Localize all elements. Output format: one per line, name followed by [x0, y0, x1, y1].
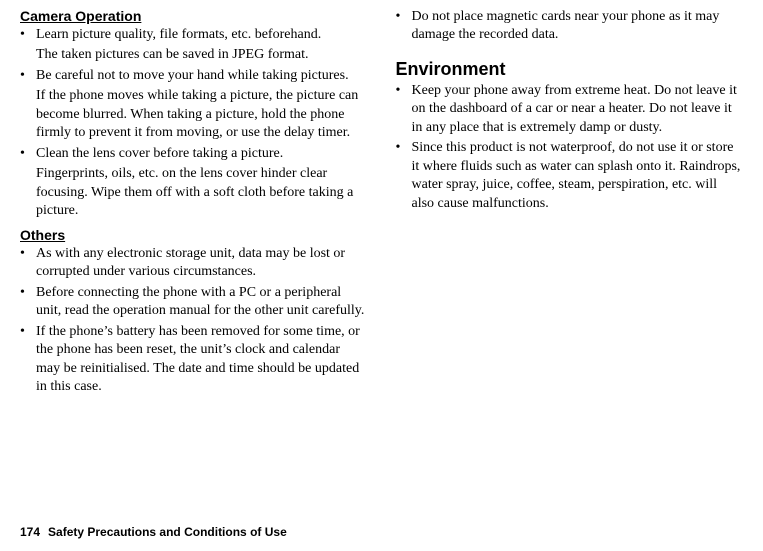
item-text: Before connecting the phone with a PC or… [36, 285, 364, 318]
list-item: Be careful not to move your hand while t… [20, 67, 368, 143]
right-top-list: Do not place magnetic cards near your ph… [396, 8, 744, 45]
list-item: Since this product is not waterproof, do… [396, 139, 744, 213]
item-text: Clean the lens cover before taking a pic… [36, 146, 283, 161]
item-subtext: If the phone moves while taking a pictur… [36, 87, 368, 142]
camera-operation-list: Learn picture quality, file formats, etc… [20, 26, 368, 221]
list-item: Learn picture quality, file formats, etc… [20, 26, 368, 65]
item-subtext: The taken pictures can be saved in JPEG … [36, 46, 368, 64]
item-text: Since this product is not waterproof, do… [412, 140, 741, 210]
page: Camera Operation Learn picture quality, … [0, 0, 763, 551]
footer-title: Safety Precautions and Conditions of Use [48, 525, 287, 539]
list-item: Do not place magnetic cards near your ph… [396, 8, 744, 45]
page-footer: 174 Safety Precautions and Conditions of … [20, 525, 287, 539]
list-item: Clean the lens cover before taking a pic… [20, 145, 368, 221]
list-item: Before connecting the phone with a PC or… [20, 284, 368, 321]
list-item: As with any electronic storage unit, dat… [20, 245, 368, 282]
environment-heading: Environment [396, 59, 744, 80]
others-list: As with any electronic storage unit, dat… [20, 245, 368, 397]
item-text: If the phone’s battery has been removed … [36, 324, 360, 394]
list-item: If the phone’s battery has been removed … [20, 323, 368, 397]
camera-operation-heading: Camera Operation [20, 8, 368, 24]
list-item: Keep your phone away from extreme heat. … [396, 82, 744, 137]
item-text: As with any electronic storage unit, dat… [36, 246, 345, 279]
page-number: 174 [20, 525, 40, 539]
others-heading: Others [20, 227, 368, 243]
item-subtext: Fingerprints, oils, etc. on the lens cov… [36, 165, 368, 220]
item-text: Do not place magnetic cards near your ph… [412, 9, 720, 42]
left-column: Camera Operation Learn picture quality, … [20, 8, 368, 398]
item-text: Learn picture quality, file formats, etc… [36, 27, 321, 42]
environment-list: Keep your phone away from extreme heat. … [396, 82, 744, 213]
columns: Camera Operation Learn picture quality, … [20, 8, 743, 398]
item-text: Keep your phone away from extreme heat. … [412, 83, 737, 135]
right-column: Do not place magnetic cards near your ph… [396, 8, 744, 398]
item-text: Be careful not to move your hand while t… [36, 68, 349, 83]
